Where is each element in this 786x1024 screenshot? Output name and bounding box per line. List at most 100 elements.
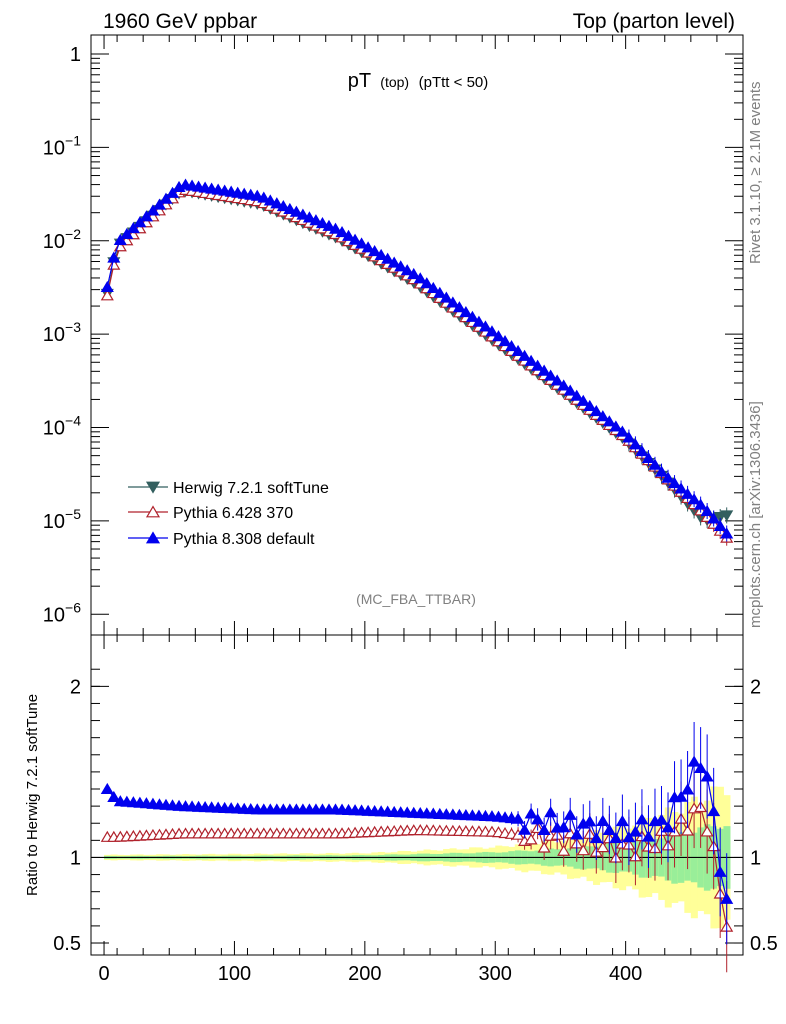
main-marker-2 <box>557 379 571 391</box>
main-marker-2 <box>635 445 649 457</box>
header-right: Top (parton level) <box>573 10 735 33</box>
ratio-marker-1 <box>576 844 590 856</box>
ratio-marker-2 <box>537 823 551 836</box>
main-ytick-label: 10−6 <box>43 599 81 626</box>
ratio-marker-1 <box>700 825 714 837</box>
main-ytick-label: 10−3 <box>43 319 81 346</box>
main-marker-2 <box>113 233 127 245</box>
main-marker-2 <box>537 364 551 376</box>
main-marker-1 <box>107 258 121 270</box>
main-marker-2 <box>687 493 701 505</box>
ratio-marker-2 <box>583 815 597 827</box>
xtick-label: 200 <box>348 963 381 985</box>
ratio-marker-1 <box>681 824 695 836</box>
main-marker-2 <box>713 519 727 531</box>
ratio-marker-2 <box>524 807 538 819</box>
main-marker-2 <box>250 189 264 201</box>
ratio-marker-1 <box>524 833 538 845</box>
ratio-marker-2 <box>622 831 636 843</box>
main-marker-2 <box>387 256 401 268</box>
ratio-marker-2 <box>609 831 623 843</box>
ratio-marker-2 <box>713 865 727 877</box>
main-marker-2 <box>407 267 421 280</box>
ratio-marker-2 <box>681 783 695 795</box>
main-marker-2 <box>628 438 642 450</box>
legend-label-herwig: Herwig 7.2.1 softTune <box>173 480 329 497</box>
main-ytick-label: 1 <box>70 44 81 66</box>
main-marker-2 <box>420 277 434 289</box>
main-marker-2 <box>302 211 316 223</box>
ratio-ytick-label: 2 <box>70 676 81 698</box>
main-marker-2 <box>472 315 486 327</box>
ratio-marker-2 <box>602 823 616 835</box>
ratio-marker-2 <box>635 813 649 825</box>
legend-label-pythia6: Pythia 6.428 370 <box>173 505 293 522</box>
ratio-marker-1 <box>537 841 551 853</box>
ratio-ytick-label-right: 2 <box>750 676 761 698</box>
main-marker-2 <box>491 330 506 342</box>
xtick-label: 400 <box>609 963 642 985</box>
ratio-marker-2 <box>700 770 714 782</box>
legend-marker-1 <box>145 505 161 518</box>
main-marker-2 <box>550 374 564 386</box>
ratio-series <box>100 722 734 973</box>
main-marker-2 <box>361 241 375 253</box>
main-marker-2 <box>322 219 336 231</box>
ratio-marker-1 <box>557 844 571 856</box>
main-marker-2 <box>126 222 140 234</box>
main-marker-2 <box>341 229 356 241</box>
main-marker-2 <box>355 237 369 249</box>
ratio-marker-2 <box>100 782 114 795</box>
main-marker-2 <box>400 264 414 276</box>
main-marker-2 <box>133 216 147 228</box>
ratio-marker-2 <box>589 831 603 844</box>
main-marker-2 <box>531 359 545 371</box>
main-marker-2 <box>413 272 427 284</box>
main-marker-2 <box>426 281 440 294</box>
main-marker-2 <box>139 210 153 222</box>
main-ytick-label: 10−5 <box>43 506 81 533</box>
main-marker-2 <box>146 204 160 216</box>
main-marker-2 <box>263 194 277 206</box>
analysis-watermark: (MC_FBA_TTBAR) <box>356 591 476 607</box>
main-marker-2 <box>120 227 134 240</box>
main-marker-2 <box>368 245 382 257</box>
main-marker-2 <box>694 498 708 510</box>
ratio-marker-2 <box>544 806 558 818</box>
main-marker-2 <box>283 202 297 214</box>
main-marker-2 <box>622 431 636 443</box>
ratio-marker-2 <box>615 814 629 827</box>
ratio-marker-2 <box>563 808 577 820</box>
ratio-marker-2 <box>720 892 734 904</box>
main-marker-2 <box>524 354 538 366</box>
ratio-marker-2 <box>654 813 669 825</box>
ratio-marker-2 <box>596 814 610 826</box>
ratio-marker-2 <box>628 825 642 837</box>
main-marker-2 <box>720 527 734 539</box>
ratio-marker-2 <box>531 813 545 825</box>
main-marker-2 <box>648 458 662 470</box>
ratio-ytick-label: 1 <box>70 847 81 869</box>
main-marker-2 <box>159 192 173 204</box>
legend: Herwig 7.2.1 softTune Pythia 6.428 370 P… <box>128 480 329 548</box>
ratio-marker-2 <box>707 804 721 817</box>
main-marker-2 <box>107 251 121 263</box>
main-marker-1 <box>100 289 114 301</box>
main-marker-2 <box>583 399 597 412</box>
main-marker-2 <box>394 260 408 272</box>
series-line-0 <box>106 190 727 521</box>
main-marker-2 <box>270 197 284 209</box>
main-ytick-label: 10−4 <box>43 413 81 440</box>
main-series <box>100 178 734 546</box>
main-marker-2 <box>459 305 473 318</box>
ratio-marker-2 <box>570 828 584 840</box>
main-marker-2 <box>654 465 669 477</box>
main-marker-2 <box>641 451 656 463</box>
main-marker-2 <box>335 225 349 238</box>
main-marker-2 <box>518 349 532 361</box>
ratio-marker-2 <box>694 761 708 773</box>
ratio-marker-2 <box>557 821 571 833</box>
ratio-ytick-label-right: 0.5 <box>750 933 778 955</box>
main-marker-2 <box>674 482 688 494</box>
main-marker-2 <box>433 286 447 298</box>
